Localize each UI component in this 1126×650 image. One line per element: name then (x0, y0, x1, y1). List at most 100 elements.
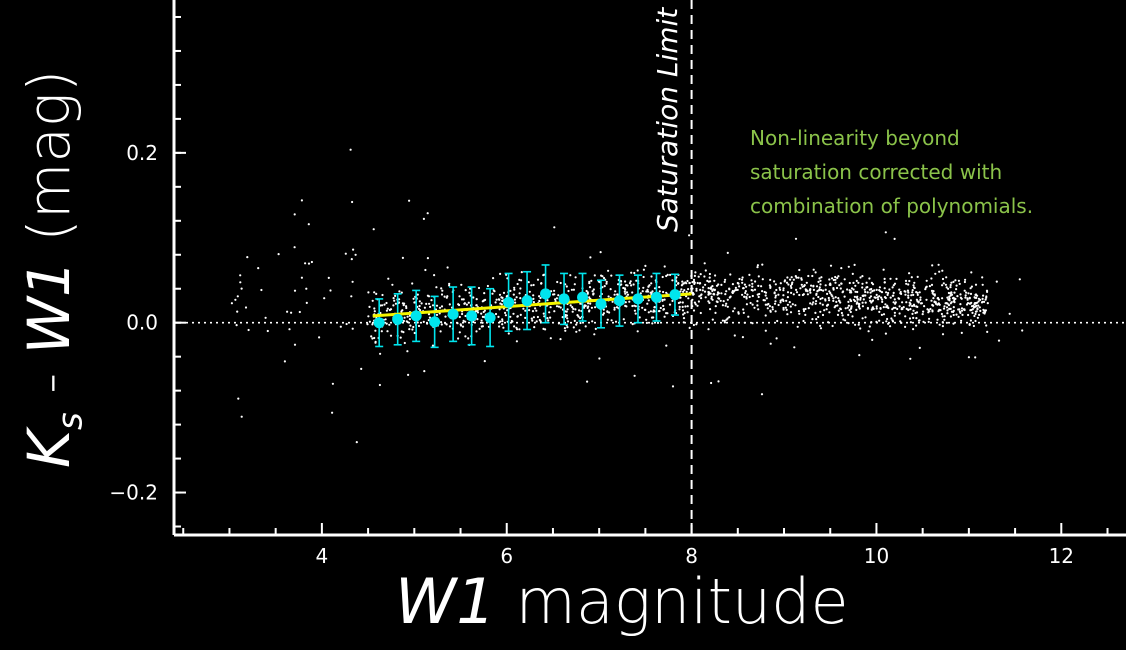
scatter-point (876, 296, 879, 299)
scatter-point (828, 311, 831, 314)
scatter-point (731, 289, 735, 293)
scatter-point (239, 281, 242, 284)
scatter-point (498, 293, 502, 296)
scatter-point (967, 292, 970, 295)
scatter-point (518, 278, 521, 281)
scatter-point (927, 320, 930, 323)
scatter-point (398, 298, 401, 301)
scatter-point (440, 321, 443, 324)
scatter-point (957, 279, 961, 282)
scatter-point (428, 316, 431, 319)
scatter-point (950, 281, 953, 284)
scatter-point (847, 265, 850, 268)
scatter-point (681, 309, 685, 312)
scatter-point (372, 228, 375, 231)
scatter-point (871, 306, 875, 309)
scatter-point (532, 294, 535, 297)
scatter-point (908, 317, 912, 320)
scatter-point (549, 306, 552, 309)
scatter-point (615, 306, 619, 309)
scatter-point (844, 307, 847, 310)
scatter-point (771, 306, 774, 309)
scatter-point (549, 316, 552, 319)
y-axis-label-mid: - (15, 354, 83, 413)
scatter-point (653, 287, 657, 290)
scatter-point (797, 276, 800, 279)
scatter-point (955, 284, 958, 287)
scatter-point (579, 302, 582, 305)
scatter-point (388, 308, 391, 312)
scatter-point (979, 298, 982, 301)
scatter-point (868, 325, 871, 328)
scatter-point (958, 282, 961, 285)
scatter-point (898, 288, 901, 291)
scatter-point (974, 293, 977, 296)
scatter-point (518, 328, 521, 331)
scatter-point (809, 289, 812, 292)
scatter-point (440, 323, 443, 326)
scatter-point (509, 315, 512, 318)
scatter-point (513, 286, 516, 289)
scatter-point (848, 309, 851, 312)
scatter-point (769, 286, 772, 289)
scatter-point (692, 293, 695, 296)
scatter-point (393, 299, 396, 302)
scatter-point (460, 298, 464, 301)
scatter-point (553, 226, 556, 229)
scatter-point (916, 275, 919, 278)
scatter-point (878, 289, 881, 292)
scatter-point (681, 280, 684, 283)
scatter-point (695, 323, 698, 326)
scatter-point (688, 326, 691, 329)
scatter-point (438, 312, 441, 315)
scatter-point (814, 271, 817, 274)
scatter-point (856, 301, 859, 304)
scatter-point (707, 328, 710, 331)
scatter-point (234, 298, 237, 301)
scatter-point (793, 346, 796, 349)
scatter-point (974, 356, 977, 359)
scatter-point (745, 303, 749, 306)
binned-point (392, 313, 404, 325)
scatter-point (420, 302, 423, 305)
scatter-point (775, 288, 778, 292)
scatter-point (480, 319, 483, 322)
scatter-point (960, 307, 964, 310)
scatter-point (554, 300, 557, 303)
scatter-point (635, 279, 638, 282)
scatter-point (423, 306, 426, 309)
scatter-point (779, 301, 782, 304)
scatter-point (911, 289, 914, 292)
scatter-point (650, 291, 653, 294)
scatter-point (871, 283, 875, 286)
scatter-point (610, 274, 613, 277)
scatter-point (868, 288, 872, 291)
scatter-point (957, 308, 960, 311)
scatter-point (646, 302, 649, 305)
scatter-point (769, 310, 772, 313)
scatter-point (838, 299, 841, 302)
scatter-point (483, 292, 486, 295)
scatter-point (707, 300, 710, 303)
scatter-point (716, 293, 719, 296)
scatter-point (694, 303, 697, 306)
scatter-point (657, 310, 661, 313)
scatter-point (616, 293, 619, 296)
scatter-point (819, 297, 822, 301)
scatter-point (588, 286, 592, 289)
scatter-point (726, 251, 729, 254)
scatter-point (728, 288, 731, 291)
scatter-point (886, 293, 889, 296)
scatter-point (976, 316, 980, 319)
scatter-point (552, 293, 555, 296)
scatter-point (892, 306, 895, 309)
scatter-point (464, 335, 467, 338)
scatter-point (912, 286, 916, 289)
scatter-point (542, 312, 545, 315)
scatter-point (366, 323, 369, 326)
scatter-point (401, 256, 404, 259)
scatter-point (974, 283, 978, 286)
scatter-point (938, 270, 941, 273)
binned-point (447, 308, 459, 320)
scatter-point (810, 284, 813, 287)
